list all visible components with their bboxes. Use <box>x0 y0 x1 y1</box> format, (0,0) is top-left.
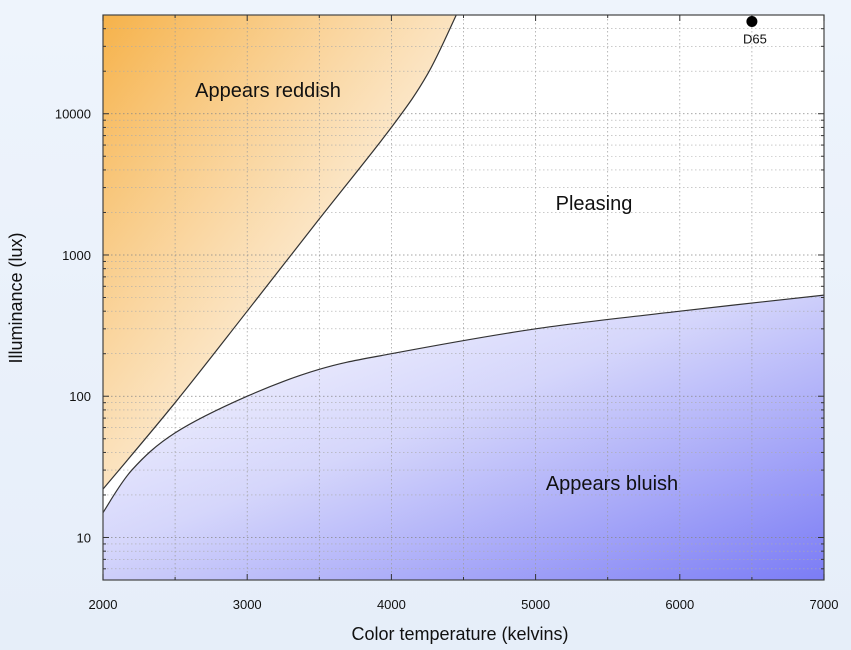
axis-ticks <box>102 15 825 580</box>
reddish-region <box>103 15 457 490</box>
d65-point <box>746 15 758 27</box>
lower-boundary-curve <box>103 294 824 513</box>
x-tick-label: 4000 <box>377 597 406 612</box>
y-tick-label: 10000 <box>55 107 91 122</box>
y-axis-label: Illuminance (lux) <box>6 232 26 363</box>
y-tick-label: 10 <box>77 530 91 545</box>
x-tick-label: 5000 <box>521 597 550 612</box>
bluish-region <box>103 295 824 580</box>
region-label-reddish: Appears reddish <box>195 80 341 102</box>
x-tick-label: 6000 <box>665 597 694 612</box>
upper-boundary-curve <box>103 15 457 490</box>
region-label-bluish: Appears bluish <box>546 473 678 495</box>
x-tick-label: 3000 <box>233 597 262 612</box>
region-label-pleasing: Pleasing <box>556 193 633 215</box>
x-tick-label: 7000 <box>810 597 839 612</box>
x-axis-label: Color temperature (kelvins) <box>351 624 568 644</box>
grid-lines <box>103 15 824 580</box>
y-tick-label: 1000 <box>62 248 91 263</box>
d65-label: D65 <box>743 31 767 46</box>
x-tick-label: 2000 <box>89 597 118 612</box>
y-tick-label: 100 <box>69 389 91 404</box>
